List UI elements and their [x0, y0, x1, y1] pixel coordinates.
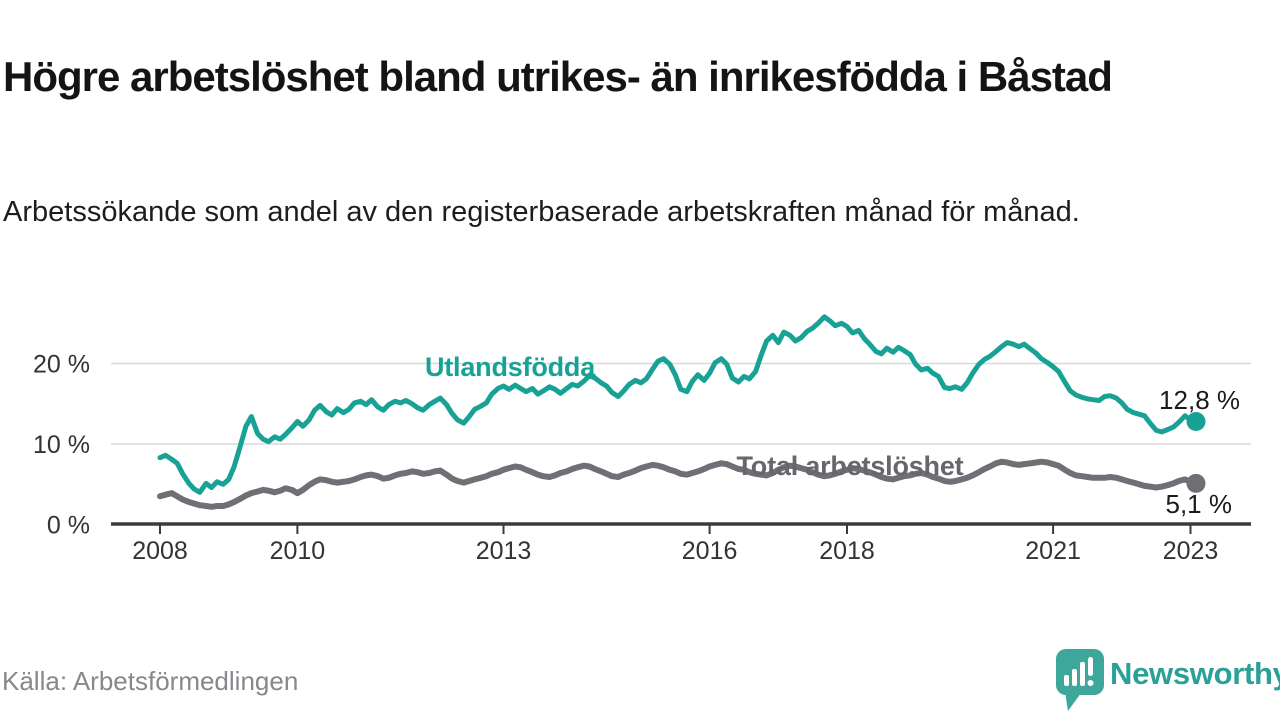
logo-bubble-tail — [1065, 692, 1081, 711]
series-label-utlandsfodda: Utlandsfödda — [424, 352, 596, 382]
series-end-dot-total — [1186, 473, 1206, 493]
x-tick-label: 2023 — [1163, 537, 1219, 565]
x-tick-label: 2013 — [476, 537, 532, 565]
end-value-label-utlandsfodda: 12,8 % — [1159, 385, 1240, 415]
x-tick-label: 2008 — [132, 537, 188, 565]
x-tick-label: 2018 — [819, 537, 875, 565]
y-tick-label: 10 % — [33, 431, 90, 459]
source-credit: Källa: Arbetsförmedlingen — [2, 666, 299, 696]
logo-exclamation-dot — [1087, 680, 1094, 686]
y-tick-label: 0 % — [47, 512, 90, 540]
series-line-utlandsfodda — [157, 314, 1199, 495]
end-value-label-total: 5,1 % — [1165, 489, 1233, 519]
series-end-dot-utlandsfodda — [1186, 412, 1206, 431]
x-tick-label: 2021 — [1025, 537, 1081, 565]
logo-exclamation-bar — [1088, 657, 1093, 676]
series-line-total — [157, 458, 1199, 510]
x-tick-label: 2010 — [270, 537, 326, 565]
newsworthy-logo: Newsworthy — [1054, 646, 1280, 712]
series-label-total: Total arbetslöshet — [736, 451, 964, 481]
logo-bar-tall — [1080, 662, 1085, 686]
y-tick-label: 20 % — [33, 351, 90, 379]
x-tick-label: 2016 — [682, 537, 738, 565]
logo-bar-small — [1064, 675, 1069, 686]
chart-title: Högre arbetslöshet bland utrikes- än inr… — [3, 53, 1113, 101]
newsworthy-wordmark: Newsworthy — [1110, 656, 1280, 691]
chart-subtitle: Arbetssökande som andel av den registerb… — [3, 196, 1080, 228]
newsworthy-logo-icon — [1056, 649, 1104, 711]
logo-bar-medium — [1072, 669, 1077, 686]
